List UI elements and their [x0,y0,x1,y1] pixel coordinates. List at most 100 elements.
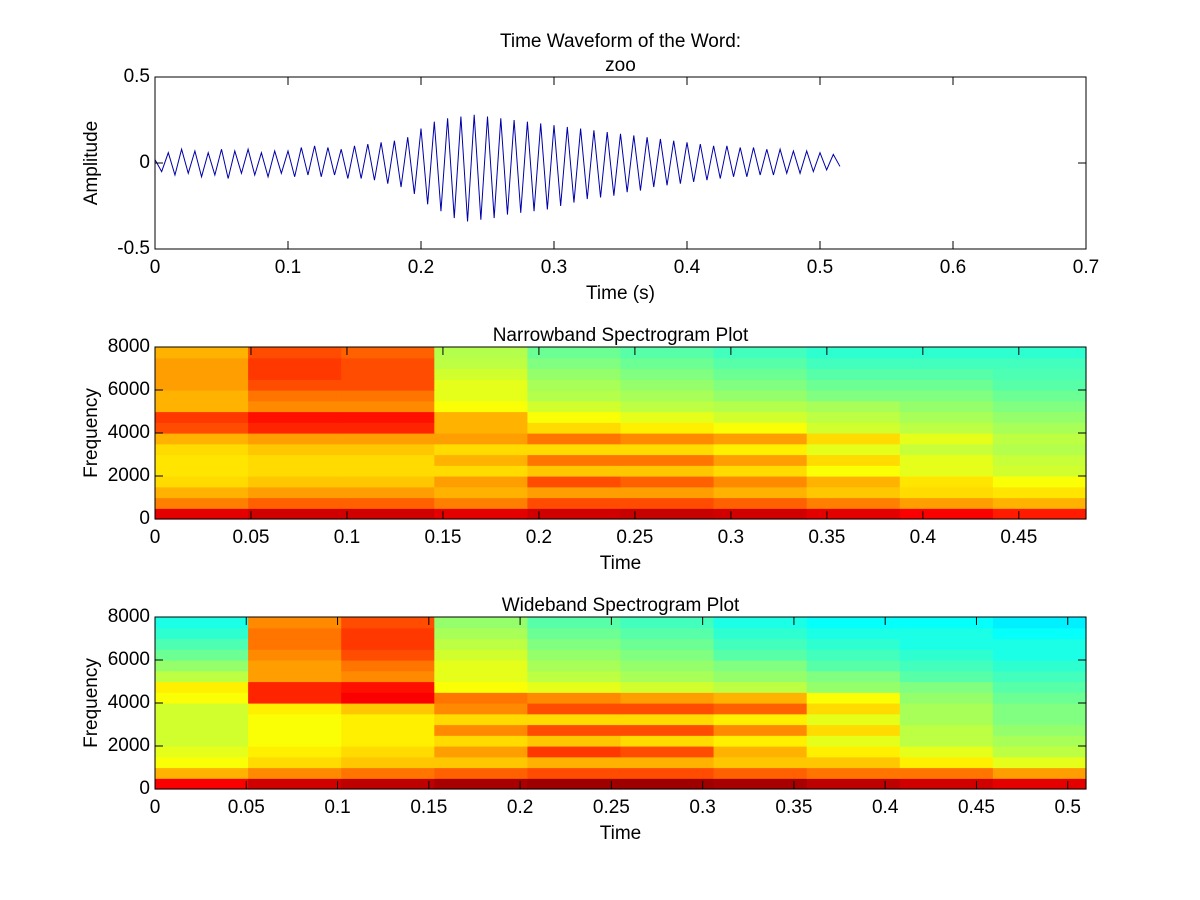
spectrogram-cell [899,735,994,747]
spectrogram-cell [899,486,994,499]
spectrogram-cell [155,411,249,423]
spectrogram-cell [248,767,342,779]
spectrogram-cell [527,713,622,726]
spectrogram-cell [434,703,528,715]
spectrogram-cell [620,735,715,747]
spectrogram-cell [713,756,808,769]
spectrogram-cell [806,486,901,499]
spectrogram-cell [248,465,342,477]
x-tick-label: 0.3 [718,527,744,548]
spectrogram-cell [992,400,1087,413]
spectrogram-cell [155,756,249,769]
spectrogram-cell [527,660,622,672]
spectrogram-cell [620,627,715,640]
spectrogram-cell [992,627,1087,640]
spectrogram-cell [899,681,994,693]
spectrogram-cell [992,756,1087,769]
spectrogram-cell [992,443,1087,456]
spectrogram-cell [899,465,994,477]
spectrogram-cell [248,422,342,434]
spectrogram-cell [248,357,342,370]
spectrogram-cell [434,756,528,769]
spectrogram-cell [155,357,249,370]
spectrogram-cell [527,681,622,693]
spectrogram-cell [341,756,435,769]
spectrogram-cell [341,476,435,488]
spectrogram-cell [806,767,901,779]
spectrogram-cell [527,433,622,445]
spectrogram-cell [155,443,249,456]
spectrogram-cell [620,347,715,359]
y-axis-label: Frequency [81,388,102,478]
x-tick-label: 0.2 [507,797,533,818]
spectrogram-cell [899,368,994,380]
spectrogram-cell [899,379,994,391]
spectrogram-cell [992,746,1087,758]
spectrogram-cell [434,617,528,629]
spectrogram-cell [899,692,994,704]
spectrogram-cell [341,433,435,445]
x-tick-label: 0 [150,797,161,818]
spectrogram-cell [341,649,435,661]
spectrogram-cell [341,724,435,736]
spectrogram-cell [434,746,528,758]
spectrogram-cell [434,627,528,640]
spectrogram-cell [434,649,528,661]
y-tick-label: 6000 [108,379,150,400]
spectrogram-cell [527,422,622,434]
spectrogram-cell [992,411,1087,423]
spectrogram-cell [434,454,528,466]
spectrogram-cell [992,767,1087,779]
spectrogram-cell [620,681,715,693]
spectrogram-cell [713,660,808,672]
spectrogram-cell [806,638,901,650]
y-tick-label: 2000 [108,735,150,756]
spectrogram-cell [992,649,1087,661]
spectrogram-cell [434,681,528,693]
spectrogram-cell [713,746,808,758]
spectrogram-cell [341,465,435,477]
spectrogram-cell [713,411,808,423]
x-tick-label: 0.15 [424,527,461,548]
spectrogram-cell [341,411,435,423]
spectrogram-cell [527,411,622,423]
spectrogram-cell [713,433,808,445]
spectrogram-cell [806,756,901,769]
chart-title: Time Waveform of the Word: [500,31,741,52]
spectrogram-cell [248,617,342,629]
spectrogram-cell [341,627,435,640]
x-tick-label: 0.1 [275,257,301,278]
spectrogram-cell [899,357,994,370]
spectrogram-cell [527,692,622,704]
spectrogram-cell [806,433,901,445]
spectrogram-cell [806,454,901,466]
spectrogram-cell [713,735,808,747]
spectrogram-cell [341,638,435,650]
spectrogram-cell [992,486,1087,499]
spectrogram-cell [899,411,994,423]
spectrogram-cell [434,400,528,413]
spectrogram-cell [434,357,528,370]
x-tick-label: 0.3 [689,797,715,818]
spectrogram-cell [434,724,528,736]
spectrogram-cell [620,486,715,499]
spectrogram-cell [620,433,715,445]
spectrogram-cell [527,476,622,488]
spectrogram-cell [620,454,715,466]
spectrogram-cell [713,400,808,413]
spectrogram-cell [713,724,808,736]
spectrogram-cell [527,627,622,640]
spectrogram-cell [992,379,1087,391]
spectrogram-cell [713,497,808,509]
spectrogram-cell [620,617,715,629]
spectrogram-cell [527,390,622,402]
x-tick-label: 0 [150,257,161,278]
spectrogram-cell [992,347,1087,359]
spectrogram-cell [992,778,1087,790]
spectrogram-cell [527,746,622,758]
spectrogram-cell [155,368,249,380]
spectrogram-cell [806,692,901,704]
spectrogram-cell [527,497,622,509]
spectrogram-cell [248,703,342,715]
